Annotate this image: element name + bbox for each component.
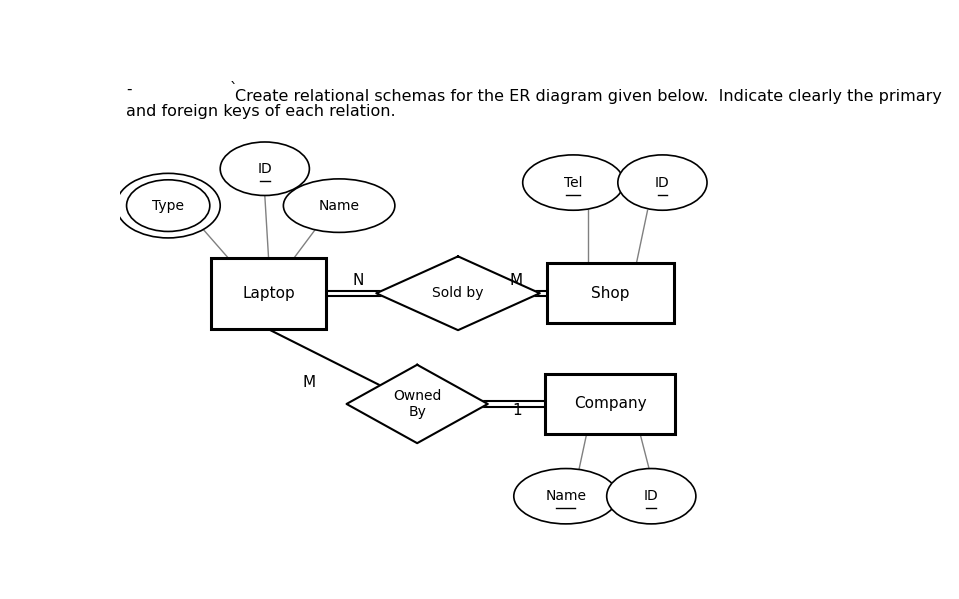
Text: ID: ID <box>257 162 272 176</box>
Text: Company: Company <box>574 397 646 412</box>
Ellipse shape <box>618 155 707 210</box>
Ellipse shape <box>523 155 623 210</box>
Text: ID: ID <box>643 489 659 503</box>
Text: Tel: Tel <box>564 176 582 189</box>
Polygon shape <box>346 365 488 443</box>
Bar <box>548 264 673 323</box>
Text: Name: Name <box>546 489 586 503</box>
Text: ˋ: ˋ <box>230 82 238 97</box>
Ellipse shape <box>116 173 221 238</box>
Text: Owned
By: Owned By <box>393 389 441 419</box>
Ellipse shape <box>514 468 618 524</box>
Text: Create relational schemas for the ER diagram given below.  Indicate clearly the : Create relational schemas for the ER dia… <box>235 89 942 104</box>
Ellipse shape <box>284 179 395 232</box>
Text: M: M <box>303 375 316 390</box>
Text: Type: Type <box>152 199 184 213</box>
Bar <box>546 374 675 434</box>
Text: ID: ID <box>655 176 669 189</box>
Text: and foreign keys of each relation.: and foreign keys of each relation. <box>126 104 395 119</box>
Polygon shape <box>376 256 540 330</box>
Bar <box>211 258 326 329</box>
Text: 1: 1 <box>513 403 523 418</box>
Text: Shop: Shop <box>591 286 630 301</box>
Text: Name: Name <box>318 199 360 213</box>
Text: N: N <box>352 273 363 288</box>
Text: M: M <box>509 273 523 288</box>
Ellipse shape <box>127 180 210 231</box>
Text: Sold by: Sold by <box>433 286 483 300</box>
Ellipse shape <box>607 468 696 524</box>
Text: Laptop: Laptop <box>242 286 295 301</box>
Ellipse shape <box>221 142 310 195</box>
Text: -: - <box>126 82 131 97</box>
